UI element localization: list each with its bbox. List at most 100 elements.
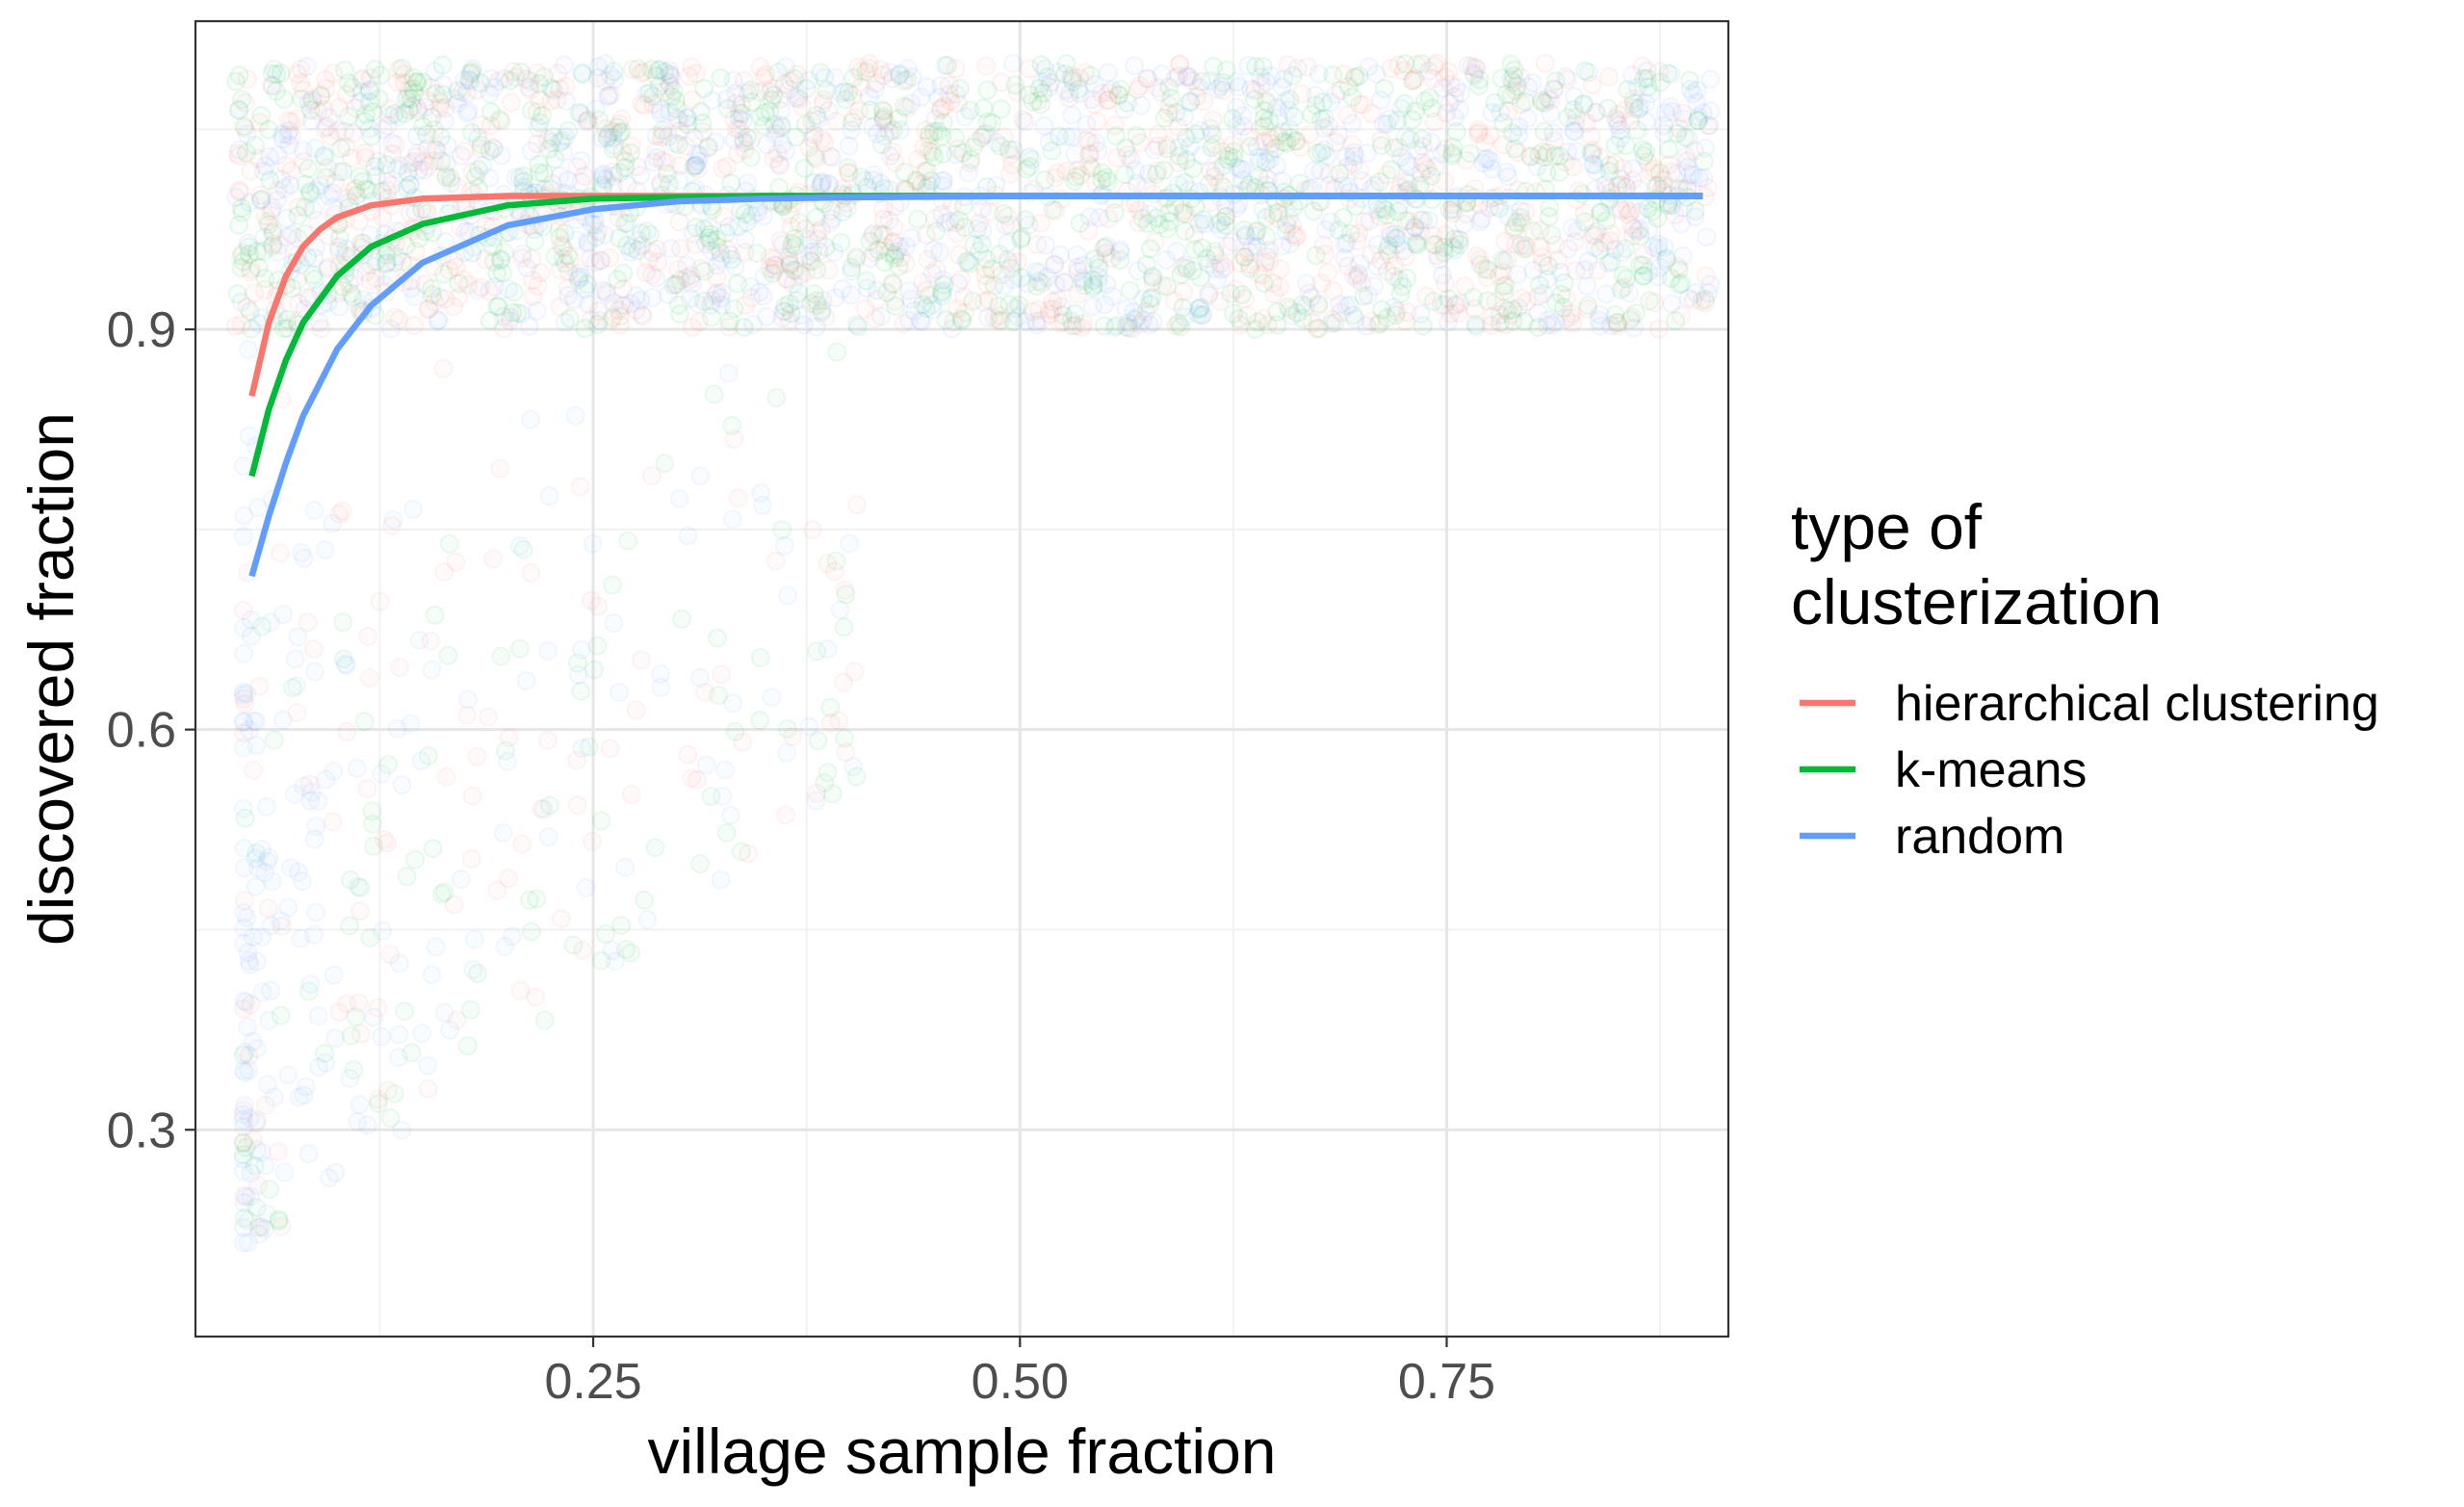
data-point bbox=[1509, 117, 1529, 137]
data-point bbox=[1175, 107, 1195, 127]
data-point bbox=[359, 80, 379, 100]
data-point bbox=[882, 68, 902, 89]
data-point bbox=[237, 69, 257, 90]
data-point bbox=[1413, 210, 1433, 230]
data-point bbox=[303, 265, 324, 285]
data-point bbox=[1563, 313, 1583, 333]
data-point bbox=[867, 123, 887, 143]
data-point bbox=[975, 259, 996, 279]
data-point bbox=[901, 289, 921, 309]
data-point bbox=[1085, 248, 1105, 269]
data-point bbox=[1255, 252, 1275, 273]
data-point bbox=[1456, 150, 1476, 170]
data-point bbox=[986, 132, 1006, 152]
data-point bbox=[359, 81, 379, 101]
data-point bbox=[1377, 261, 1397, 281]
data-point bbox=[1299, 124, 1319, 144]
data-point bbox=[689, 145, 710, 166]
data-point bbox=[1638, 77, 1658, 97]
data-point bbox=[750, 82, 770, 102]
data-point bbox=[973, 221, 993, 241]
data-point bbox=[1169, 153, 1189, 173]
data-point bbox=[1530, 221, 1550, 241]
data-point bbox=[1201, 70, 1221, 91]
data-point bbox=[1251, 118, 1271, 139]
data-point bbox=[936, 213, 956, 233]
data-point bbox=[304, 662, 324, 682]
data-point bbox=[991, 311, 1011, 331]
data-point bbox=[448, 93, 468, 114]
data-point bbox=[1384, 298, 1404, 318]
data-point bbox=[1511, 235, 1531, 255]
data-point bbox=[1605, 109, 1625, 129]
data-point bbox=[571, 639, 591, 660]
data-point bbox=[1061, 311, 1081, 331]
data-point bbox=[1292, 295, 1312, 315]
data-point bbox=[419, 156, 439, 176]
data-point bbox=[1395, 247, 1415, 268]
data-point bbox=[1539, 207, 1559, 227]
data-point bbox=[1574, 212, 1595, 232]
data-point bbox=[956, 252, 976, 273]
data-point bbox=[1482, 159, 1502, 179]
data-point bbox=[1367, 234, 1388, 254]
data-point bbox=[1419, 88, 1439, 108]
data-point bbox=[405, 242, 426, 262]
data-point bbox=[890, 120, 910, 141]
data-point bbox=[316, 769, 336, 790]
data-point bbox=[1396, 181, 1416, 201]
data-point bbox=[387, 159, 407, 179]
data-point bbox=[1339, 182, 1360, 202]
data-point bbox=[1422, 190, 1442, 210]
data-point bbox=[1183, 158, 1204, 178]
data-point bbox=[1621, 201, 1641, 221]
data-point bbox=[1142, 288, 1162, 308]
data-point bbox=[1248, 312, 1268, 332]
data-point bbox=[1585, 237, 1605, 257]
data-point bbox=[1046, 200, 1066, 221]
data-point bbox=[822, 784, 843, 804]
data-point bbox=[908, 209, 928, 229]
data-point bbox=[736, 296, 756, 316]
data-point bbox=[653, 120, 673, 141]
data-point bbox=[300, 100, 321, 120]
data-point bbox=[497, 751, 517, 771]
data-point bbox=[233, 600, 253, 620]
data-point bbox=[844, 108, 865, 128]
data-point bbox=[620, 143, 640, 163]
data-point bbox=[1259, 240, 1280, 260]
data-point bbox=[1193, 304, 1213, 325]
data-point bbox=[240, 301, 260, 322]
data-point bbox=[1458, 56, 1478, 76]
data-point bbox=[731, 842, 751, 862]
data-point bbox=[1191, 305, 1211, 325]
data-point bbox=[1661, 65, 1681, 85]
data-point bbox=[890, 64, 910, 84]
data-point bbox=[397, 867, 417, 887]
data-point bbox=[804, 284, 824, 304]
data-point bbox=[1007, 251, 1027, 272]
data-point bbox=[301, 111, 322, 131]
data-point bbox=[534, 1010, 555, 1030]
data-point bbox=[1597, 98, 1618, 118]
data-point bbox=[944, 312, 964, 332]
data-point bbox=[323, 513, 343, 533]
data-point bbox=[1102, 80, 1122, 100]
data-point bbox=[1402, 70, 1422, 91]
data-point bbox=[1229, 308, 1249, 328]
data-point bbox=[1245, 225, 1265, 246]
data-point bbox=[234, 918, 254, 938]
data-point bbox=[1369, 313, 1389, 333]
data-point bbox=[1482, 103, 1502, 123]
data-point bbox=[786, 88, 806, 108]
data-point bbox=[978, 290, 999, 310]
data-point bbox=[480, 68, 501, 89]
data-point bbox=[533, 799, 554, 819]
data-point bbox=[1433, 78, 1453, 98]
data-point bbox=[1178, 65, 1198, 86]
data-point bbox=[1361, 311, 1381, 331]
data-point bbox=[1260, 128, 1281, 148]
data-point bbox=[239, 237, 259, 257]
data-point bbox=[1132, 310, 1153, 330]
data-point bbox=[1372, 299, 1392, 320]
